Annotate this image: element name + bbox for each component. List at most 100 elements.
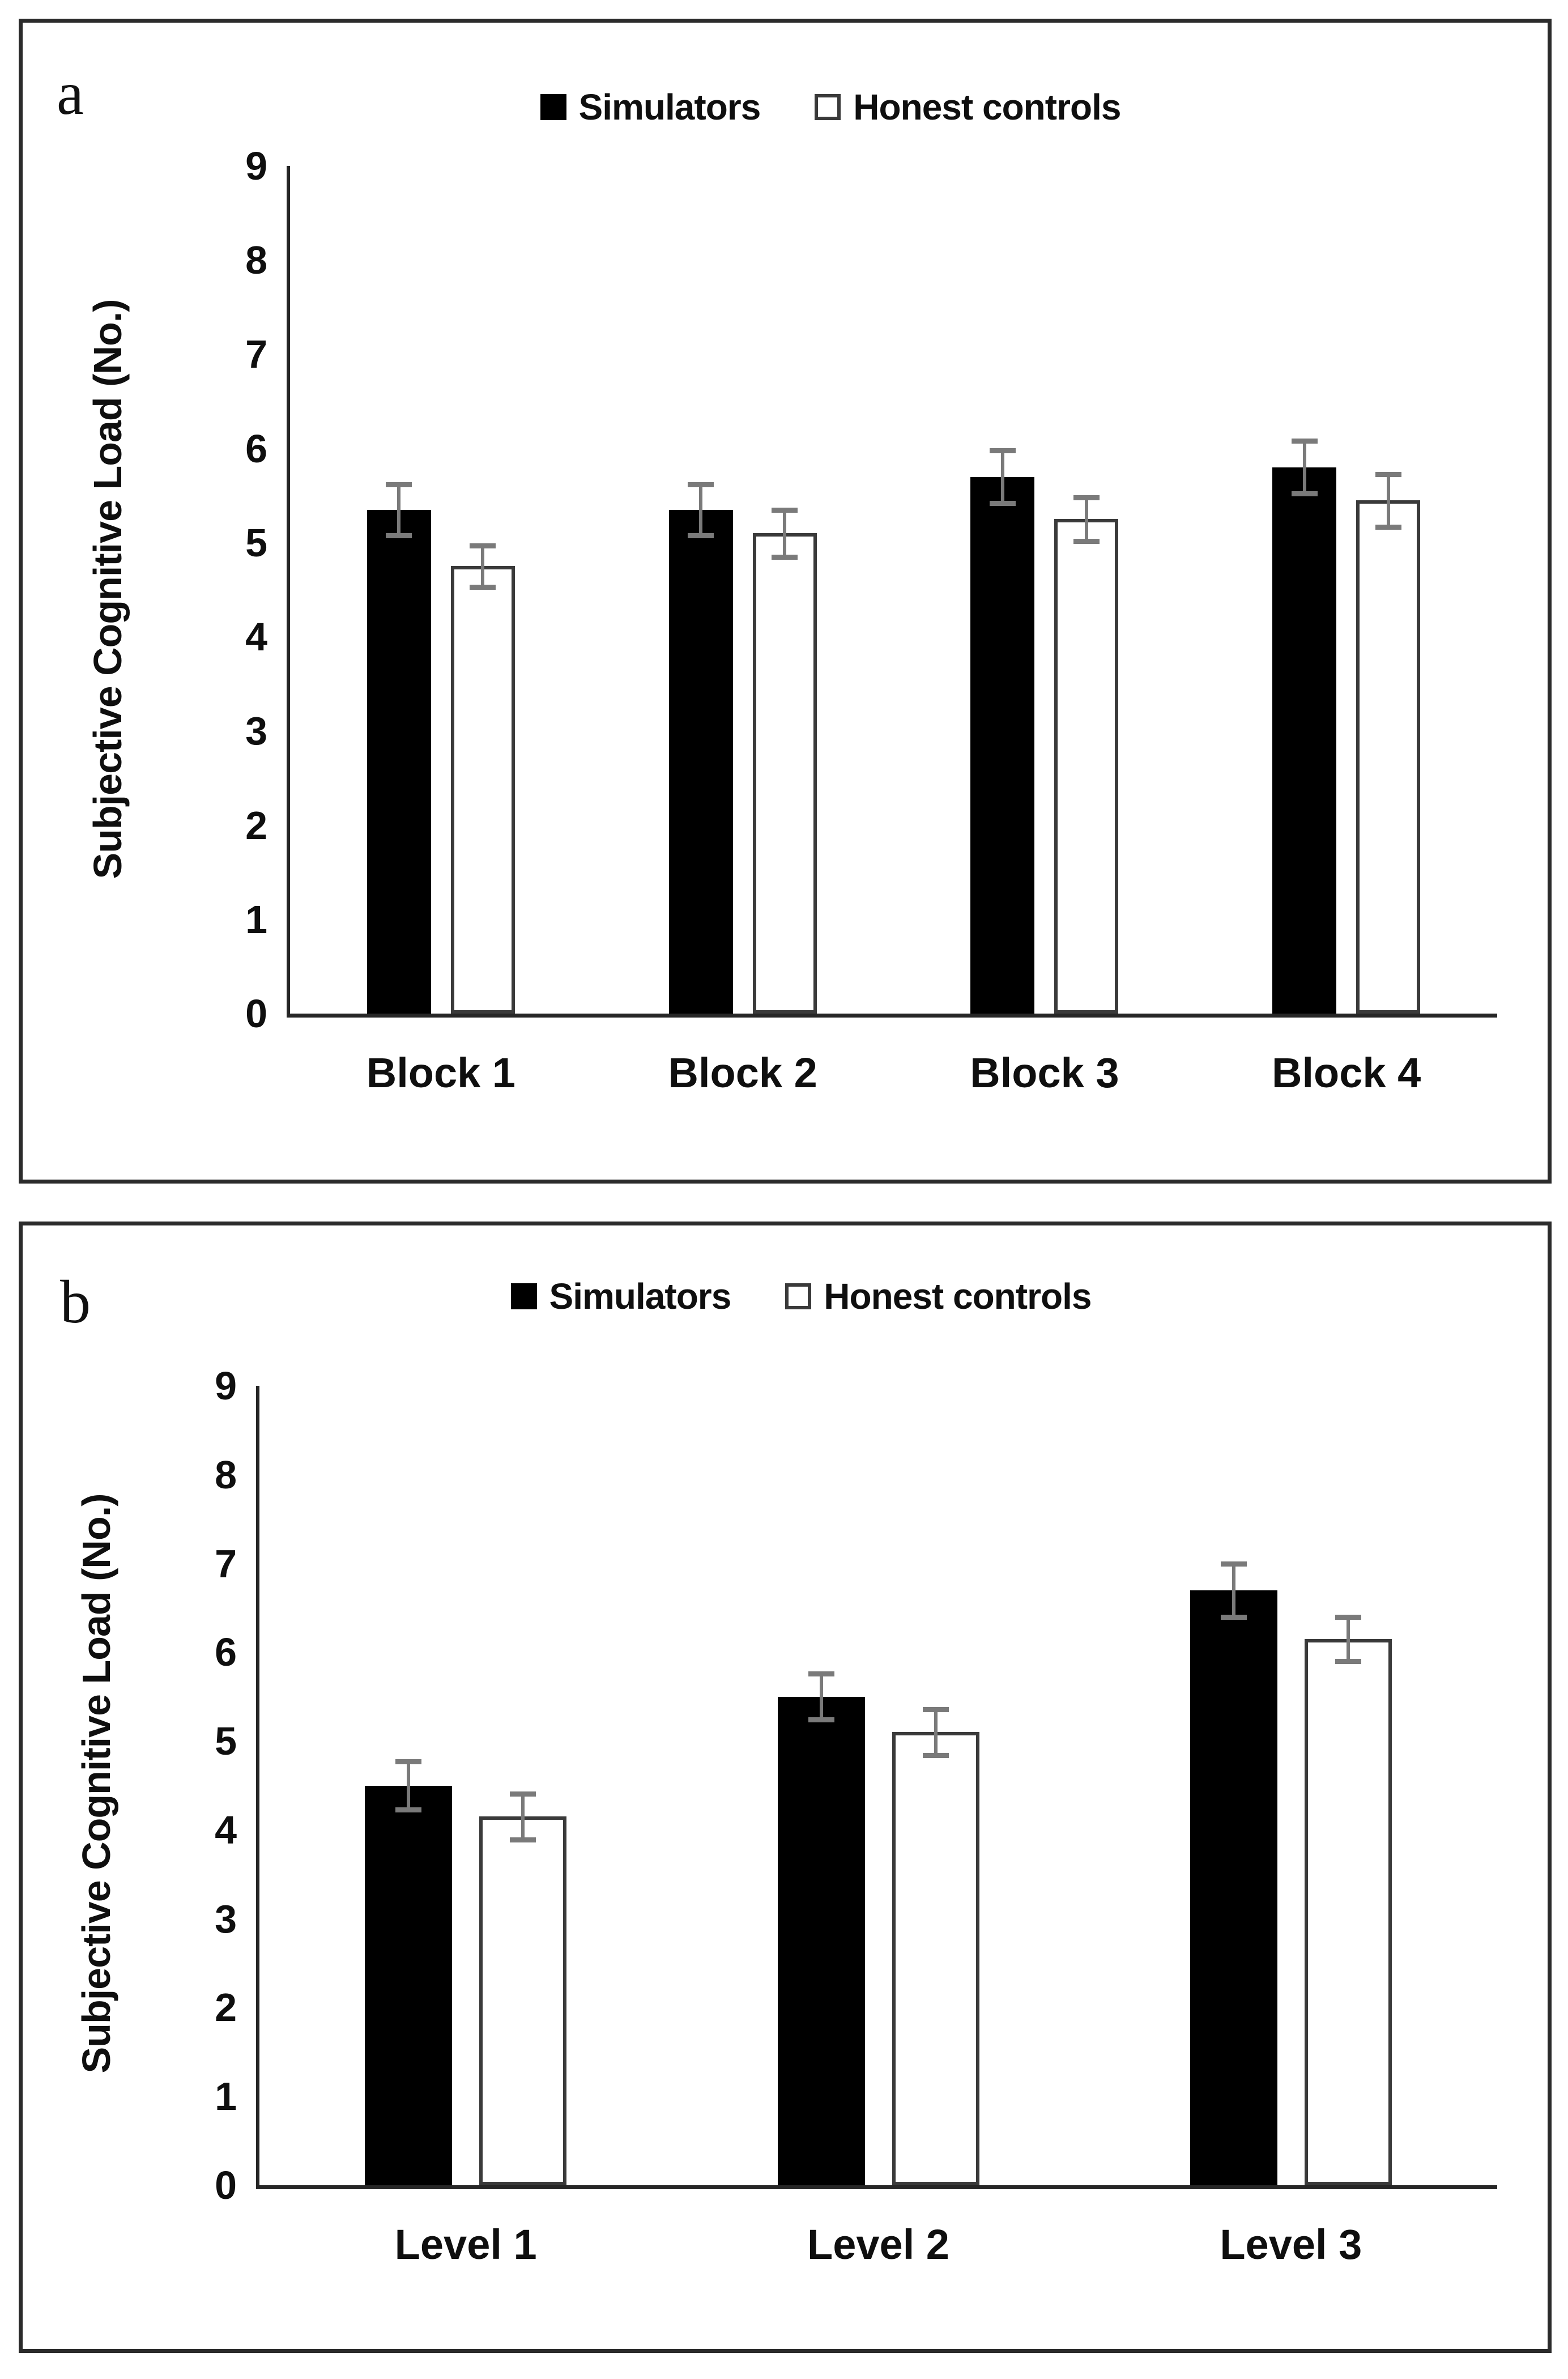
y-tick-label: 1 — [215, 2074, 237, 2119]
error-bar — [397, 484, 401, 535]
y-tick-label: 3 — [245, 709, 267, 754]
error-bar-cap-top — [1375, 471, 1401, 477]
error-bar-cap-top — [989, 448, 1016, 453]
legend-label-simulators: Simulators — [578, 87, 761, 127]
plot-area-b: 0 1 2 3 4 5 6 7 8 9 Level 1 Level 2 Level 3 — [23, 1225, 1548, 2349]
error-bar-cap-top — [1291, 439, 1318, 444]
bar-simulators-block-1 — [367, 509, 431, 1014]
error-bar — [699, 484, 703, 535]
x-axis-line — [287, 1014, 1497, 1018]
bar-honest-controls-level-3 — [1304, 1639, 1392, 2185]
error-bar — [1346, 1616, 1350, 1661]
y-axis-line — [287, 166, 290, 1014]
y-tick-label: 5 — [245, 520, 267, 565]
error-bar-cap-top — [1073, 495, 1100, 501]
error-bar-cap-top — [1335, 1614, 1361, 1620]
y-tick-label: 8 — [245, 238, 267, 283]
legend-label-honest-controls: Honest controls — [824, 1276, 1092, 1317]
y-tick-label: 9 — [245, 144, 267, 188]
y-tick-label: 2 — [215, 1985, 237, 2030]
y-tick-label: 5 — [215, 1719, 237, 1764]
error-bar — [819, 1673, 823, 1720]
plot-area-a: 0 1 2 3 4 5 6 7 8 9 Block 1 Block 2 Block 3 Block 4 — [23, 23, 1548, 1180]
y-tick-label: 3 — [215, 1896, 237, 1941]
bar-simulators-level-3 — [1190, 1590, 1277, 2185]
honest-controls-swatch-icon — [785, 1283, 812, 1309]
y-tick-label: 1 — [245, 897, 267, 942]
error-bar-cap-top — [395, 1759, 422, 1765]
legend: Simulators Honest controls — [68, 86, 1568, 128]
error-bar-cap-bottom — [1073, 538, 1100, 544]
panel-b-letter: b — [60, 1269, 91, 1336]
bar-simulators-block-2 — [668, 509, 733, 1014]
error-bar-cap-bottom — [1375, 524, 1401, 530]
error-bar-cap-top — [510, 1791, 536, 1797]
bar-honest-controls-block-4 — [1356, 500, 1421, 1014]
category-label: Block 1 — [366, 1049, 515, 1096]
error-bar-cap-top — [386, 482, 412, 487]
honest-controls-swatch-icon — [815, 94, 841, 120]
panel-a-letter: a — [57, 60, 84, 127]
panel-b: b Simulators Honest controls Subjective … — [19, 1222, 1552, 2353]
error-bar-cap-top — [1220, 1561, 1247, 1567]
y-tick-label: 9 — [215, 1364, 237, 1408]
category-label: Level 3 — [1220, 2221, 1362, 2268]
y-tick-label: 6 — [245, 426, 267, 471]
legend-item-honest-controls: Honest controls — [815, 86, 1121, 128]
error-bar-cap-top — [922, 1706, 949, 1712]
y-tick-label: 7 — [215, 1541, 237, 1586]
y-tick-label: 4 — [245, 615, 267, 659]
error-bar-cap-bottom — [989, 501, 1016, 507]
legend-item-simulators: Simulators — [540, 86, 761, 128]
error-bar — [407, 1761, 411, 1810]
error-bar — [1302, 441, 1306, 494]
y-axis-line — [256, 1386, 259, 2185]
error-bar — [1084, 497, 1088, 541]
error-bar — [481, 545, 485, 587]
y-tick-label: 2 — [245, 803, 267, 848]
x-axis-line — [256, 2185, 1497, 2189]
bar-simulators-block-3 — [970, 476, 1035, 1014]
error-bar-cap-bottom — [1291, 491, 1318, 497]
error-bar — [1000, 450, 1004, 504]
y-tick-label: 6 — [215, 1630, 237, 1675]
y-tick-label: 7 — [245, 332, 267, 377]
error-bar-cap-bottom — [808, 1717, 834, 1723]
y-tick-label: 8 — [215, 1452, 237, 1497]
error-bar — [783, 509, 787, 557]
error-bar — [1232, 1563, 1235, 1617]
bar-simulators-level-2 — [777, 1696, 865, 2185]
category-label: Block 4 — [1272, 1049, 1421, 1096]
error-bar-cap-bottom — [386, 533, 412, 538]
bar-honest-controls-level-2 — [892, 1732, 979, 2185]
bar-honest-controls-block-1 — [450, 566, 515, 1014]
category-label: Block 2 — [668, 1049, 817, 1096]
error-bar-cap-bottom — [688, 533, 714, 538]
error-bar — [521, 1793, 525, 1840]
legend-item-simulators: Simulators — [510, 1275, 732, 1317]
error-bar-cap-bottom — [1220, 1614, 1247, 1620]
error-bar-cap-bottom — [1335, 1659, 1361, 1664]
simulators-swatch-icon — [540, 94, 566, 120]
legend-label-simulators: Simulators — [549, 1276, 732, 1317]
bar-honest-controls-block-3 — [1054, 519, 1119, 1014]
error-bar-cap-bottom — [470, 585, 496, 590]
error-bar-cap-bottom — [510, 1837, 536, 1843]
y-tick-label: 0 — [215, 2163, 237, 2207]
legend: Simulators Honest controls — [39, 1275, 1563, 1317]
error-bar-cap-top — [470, 543, 496, 548]
bar-simulators-block-4 — [1272, 467, 1337, 1014]
bar-honest-controls-block-2 — [752, 533, 817, 1014]
y-tick-label: 4 — [215, 1807, 237, 1852]
error-bar-cap-bottom — [772, 554, 798, 560]
error-bar-cap-bottom — [922, 1753, 949, 1759]
category-label: Level 2 — [807, 2221, 949, 2268]
error-bar — [1386, 474, 1390, 527]
legend-label-honest-controls: Honest controls — [853, 87, 1121, 127]
error-bar-cap-top — [688, 482, 714, 487]
error-bar — [934, 1709, 938, 1756]
panel-a: a Simulators Honest controls Subjective … — [19, 19, 1552, 1184]
y-tick-label: 0 — [245, 991, 267, 1036]
category-label: Block 3 — [970, 1049, 1119, 1096]
